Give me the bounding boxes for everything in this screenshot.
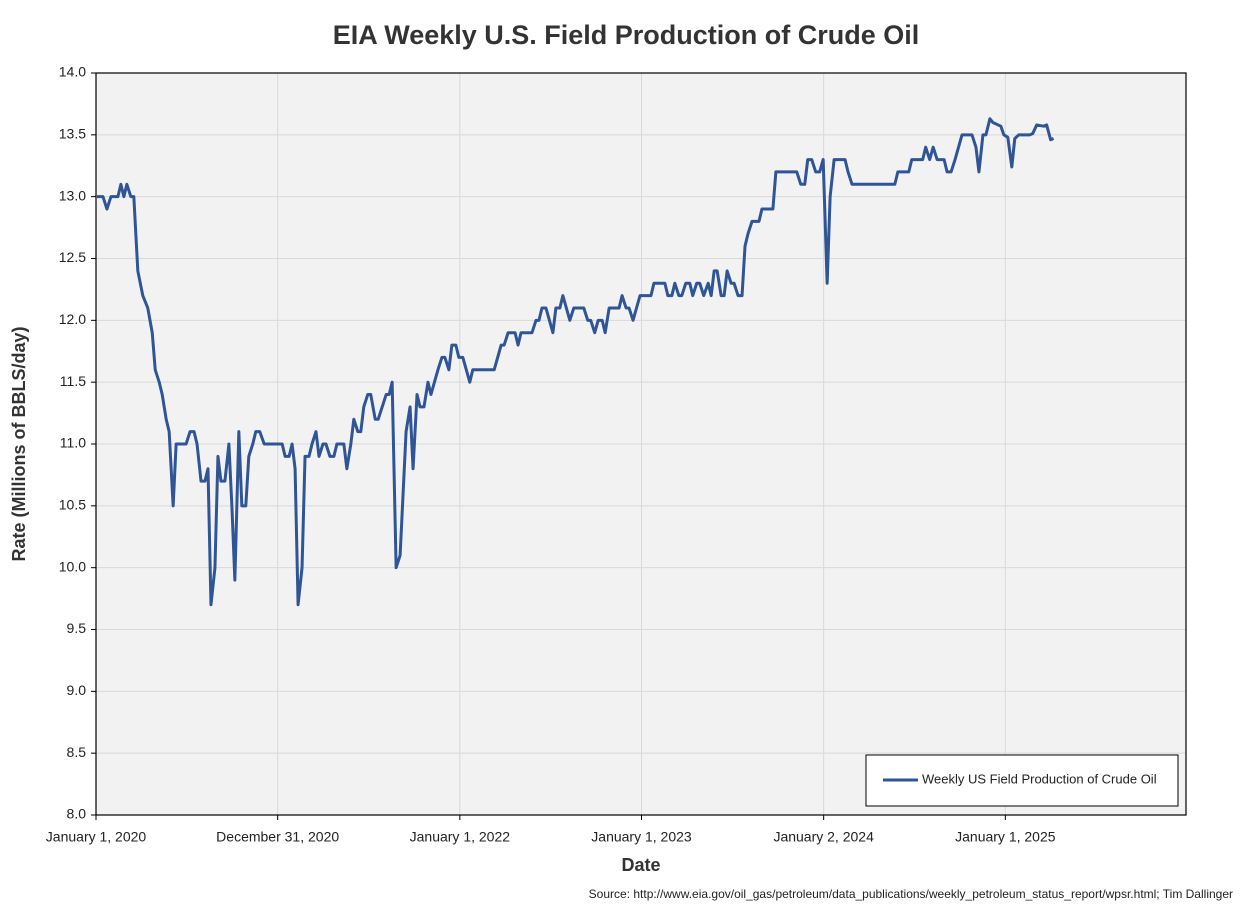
y-tick-label: 12.0 xyxy=(59,311,86,327)
x-tick-label: January 1, 2023 xyxy=(591,829,692,845)
y-tick-label: 13.0 xyxy=(59,187,86,203)
y-tick-label: 10.0 xyxy=(59,558,86,574)
plot-border xyxy=(95,72,1187,816)
y-tick-label: 9.5 xyxy=(67,620,87,636)
legend-label: Weekly US Field Production of Crude Oil xyxy=(922,771,1157,786)
chart-title: EIA Weekly U.S. Field Production of Crud… xyxy=(333,20,920,50)
data-line xyxy=(97,117,1055,607)
x-tick-label: December 31, 2020 xyxy=(216,829,339,845)
y-tick-label: 9.0 xyxy=(67,682,87,698)
y-tick-label: 10.5 xyxy=(59,497,86,513)
y-tick-label: 11.0 xyxy=(60,435,86,451)
x-tick-label: January 2, 2024 xyxy=(773,829,874,845)
y-tick-label: 11.5 xyxy=(60,373,86,389)
x-axis-label: Date xyxy=(621,855,660,875)
y-tick-label: 12.5 xyxy=(59,249,86,265)
x-tick-label: January 1, 2025 xyxy=(955,829,1056,845)
x-tick-label: January 1, 2022 xyxy=(410,829,511,845)
x-tick-label: January 1, 2020 xyxy=(46,829,147,845)
source-note: Source: http://www.eia.gov/oil_gas/petro… xyxy=(589,887,1233,901)
y-tick-label: 8.0 xyxy=(67,806,87,822)
y-tick-label: 13.5 xyxy=(59,126,86,142)
y-tick-label: 14.0 xyxy=(59,64,86,80)
marks xyxy=(91,72,1055,820)
y-tick-label: 8.5 xyxy=(67,744,87,760)
y-axis-label: Rate (Millions of BBLS/day) xyxy=(9,326,29,561)
